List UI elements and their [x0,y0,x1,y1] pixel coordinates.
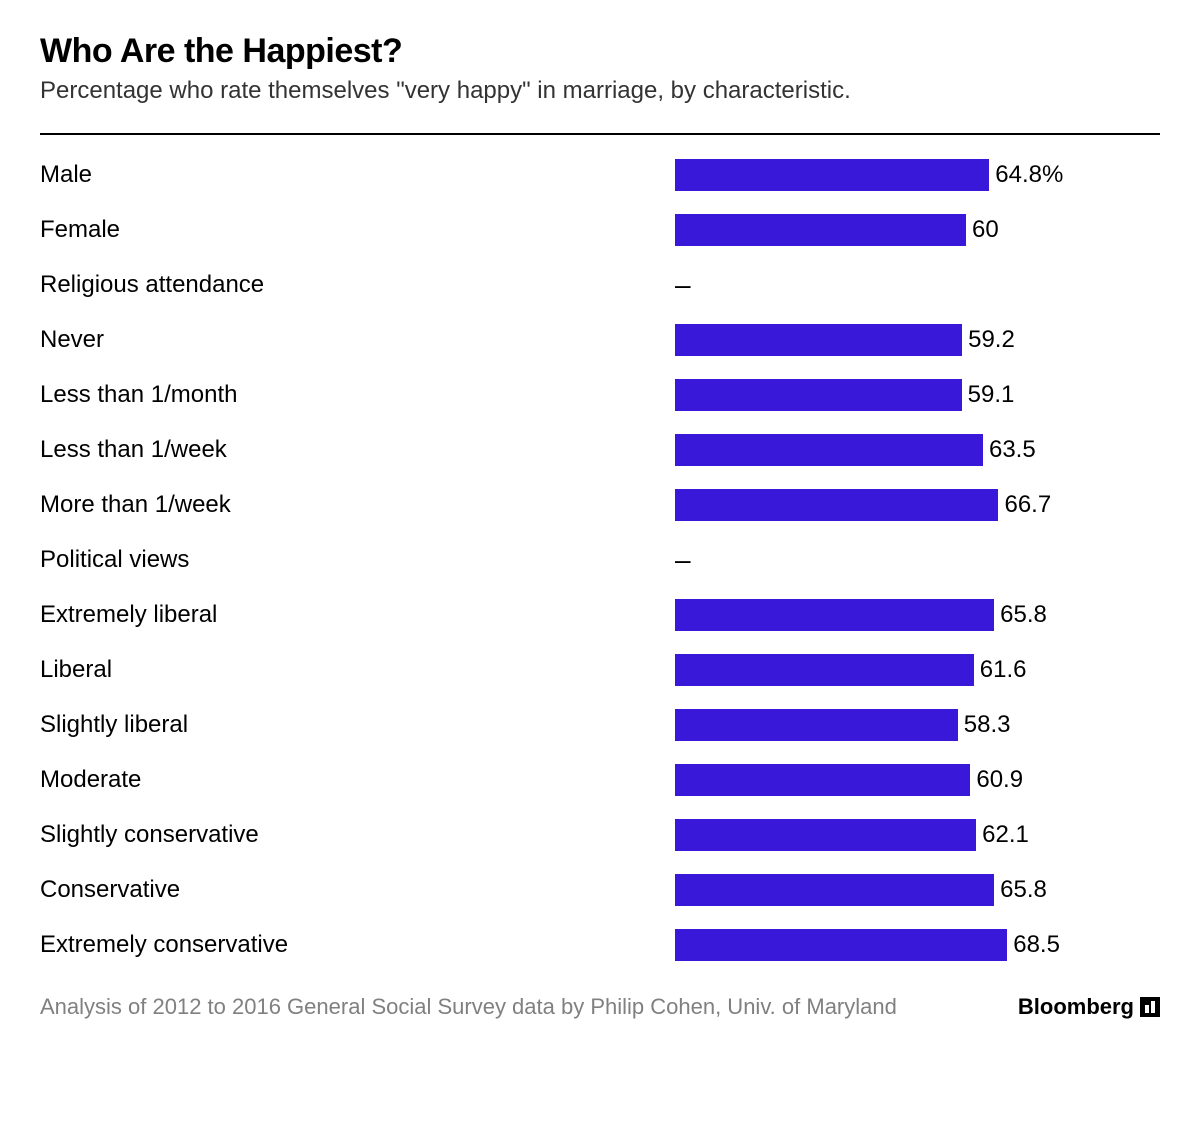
bar [675,764,970,796]
chart-title: Who Are the Happiest? [40,32,1160,71]
row-label: Extremely liberal [40,601,675,629]
bar [675,489,998,521]
chart-container: Who Are the Happiest? Percentage who rat… [0,0,1200,1048]
data-row: Moderate 60.9 [40,752,1160,807]
data-row: Slightly liberal 58.3 [40,697,1160,752]
value-label: 66.7 [1004,491,1051,519]
row-label: Religious attendance [40,271,675,299]
value-label: 58.3 [964,711,1011,739]
bar [675,159,989,191]
brand: Bloomberg [1018,994,1160,1020]
bar-zone: 64.8% [675,159,1160,191]
bar [675,599,994,631]
value-label: 68.5 [1013,931,1060,959]
data-row: Slightly conservative 62.1 [40,807,1160,862]
source-text: Analysis of 2012 to 2016 General Social … [40,994,897,1020]
row-label: Liberal [40,656,675,684]
row-label: Moderate [40,766,675,794]
bar-zone: 59.2 [675,324,1160,356]
bar-zone: 63.5 [675,434,1160,466]
value-label: 59.2 [968,326,1015,354]
data-row: Never 59.2 [40,312,1160,367]
section-dash-icon: – [675,546,691,574]
bar-zone: 68.5 [675,929,1160,961]
data-row: Extremely conservative 68.5 [40,917,1160,972]
bar-zone: – [675,546,1160,574]
section-dash-icon: – [675,271,691,299]
brand-text: Bloomberg [1018,994,1134,1020]
row-label: Slightly liberal [40,711,675,739]
row-label: Political views [40,546,675,574]
bar-zone: 60.9 [675,764,1160,796]
value-label: 62.1 [982,821,1029,849]
data-row: More than 1/week 66.7 [40,477,1160,532]
value-label: 59.1 [968,381,1015,409]
value-label: 64.8% [995,161,1063,189]
bar-zone: 65.8 [675,599,1160,631]
chart-rows: Male64.8%Female60Religious attendance–Ne… [40,147,1160,972]
section-row: Political views– [40,532,1160,587]
row-label: Never [40,326,675,354]
chart-footer: Analysis of 2012 to 2016 General Social … [40,994,1160,1020]
row-label: Conservative [40,876,675,904]
data-row: Male 64.8% [40,147,1160,202]
bar-zone: 61.6 [675,654,1160,686]
value-label: 65.8 [1000,601,1047,629]
value-label: 60 [972,216,999,244]
data-row: Less than 1/month 59.1 [40,367,1160,422]
bar-zone: 66.7 [675,489,1160,521]
bar-zone: 58.3 [675,709,1160,741]
bar [675,874,994,906]
chart-rule [40,133,1160,135]
row-label: Less than 1/week [40,436,675,464]
value-label: 61.6 [980,656,1027,684]
data-row: Female 60 [40,202,1160,257]
bar [675,929,1007,961]
section-row: Religious attendance– [40,257,1160,312]
row-label: More than 1/week [40,491,675,519]
bar [675,379,962,411]
bar [675,434,983,466]
bar-zone: – [675,271,1160,299]
bar [675,654,974,686]
data-row: Less than 1/week 63.5 [40,422,1160,477]
bar [675,709,958,741]
row-label: Extremely conservative [40,931,675,959]
data-row: Liberal 61.6 [40,642,1160,697]
bar-zone: 60 [675,214,1160,246]
bar [675,324,962,356]
row-label: Slightly conservative [40,821,675,849]
value-label: 63.5 [989,436,1036,464]
bar [675,214,966,246]
bar-zone: 62.1 [675,819,1160,851]
row-label: Female [40,216,675,244]
value-label: 65.8 [1000,876,1047,904]
bar-zone: 59.1 [675,379,1160,411]
bar [675,819,976,851]
data-row: Conservative 65.8 [40,862,1160,917]
bar-zone: 65.8 [675,874,1160,906]
data-row: Extremely liberal 65.8 [40,587,1160,642]
chart-subtitle: Percentage who rate themselves "very hap… [40,77,1160,105]
row-label: Less than 1/month [40,381,675,409]
row-label: Male [40,161,675,189]
value-label: 60.9 [976,766,1023,794]
brand-icon [1140,997,1160,1017]
